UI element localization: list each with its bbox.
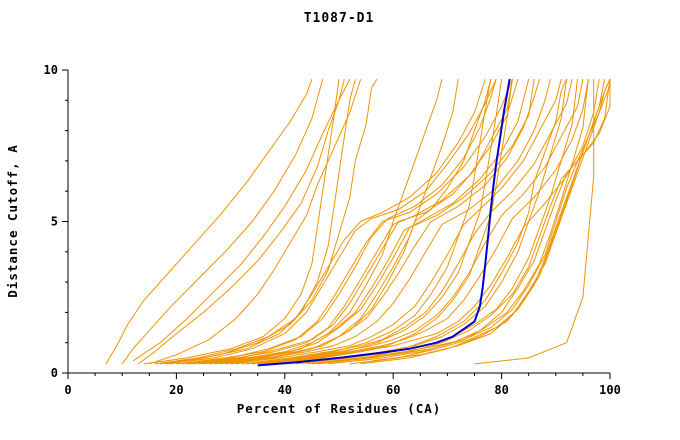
model-curve <box>474 79 595 365</box>
model-curve <box>338 78 611 362</box>
model-curve <box>187 78 519 365</box>
model-curve <box>371 79 611 362</box>
y-tick-label: 0 <box>51 366 58 380</box>
model-curve <box>170 78 378 365</box>
model-curve <box>284 79 568 365</box>
model-curve <box>143 79 340 365</box>
model-curve <box>149 78 362 365</box>
model-curve <box>257 79 503 365</box>
highlighted-model-curve <box>257 78 511 367</box>
model-curve <box>165 78 497 365</box>
x-tick-label: 60 <box>386 383 400 397</box>
model-curve <box>203 79 535 365</box>
model-curve <box>263 79 589 365</box>
x-tick-label: 80 <box>494 383 508 397</box>
model-curve <box>246 79 492 365</box>
model-curve <box>268 79 513 365</box>
model-curves <box>105 78 611 367</box>
model-curve <box>160 78 356 365</box>
chart-title: T1087-D1 <box>304 11 375 26</box>
model-curve <box>105 78 313 365</box>
model-curve <box>230 78 562 365</box>
y-tick-label: 10 <box>44 63 58 77</box>
model-curve <box>181 78 497 365</box>
model-curve <box>295 79 578 365</box>
model-curve <box>219 78 551 365</box>
x-axis-label: Percent of Residues (CA) <box>237 401 442 416</box>
model-curve <box>235 78 492 365</box>
model-curve <box>176 78 513 365</box>
y-axis-label: Distance Cutoff, A <box>5 144 20 297</box>
y-tick-label: 5 <box>51 215 58 229</box>
model-curve <box>138 78 345 365</box>
model-curve <box>154 78 486 365</box>
x-tick-label: 0 <box>64 383 71 397</box>
model-curve <box>317 79 611 365</box>
model-curve <box>121 78 324 365</box>
x-tick-label: 40 <box>278 383 292 397</box>
x-tick-label: 20 <box>169 383 183 397</box>
model-curve <box>311 78 568 365</box>
axes: 0 20 40 60 80 100 0 5 10 <box>44 63 621 397</box>
model-curve <box>306 79 589 365</box>
model-curve <box>214 78 443 365</box>
x-tick-label: 100 <box>599 383 621 397</box>
model-curve <box>192 79 513 365</box>
model-curve <box>273 79 600 365</box>
model-curve <box>132 78 351 362</box>
model-curve <box>198 78 530 365</box>
